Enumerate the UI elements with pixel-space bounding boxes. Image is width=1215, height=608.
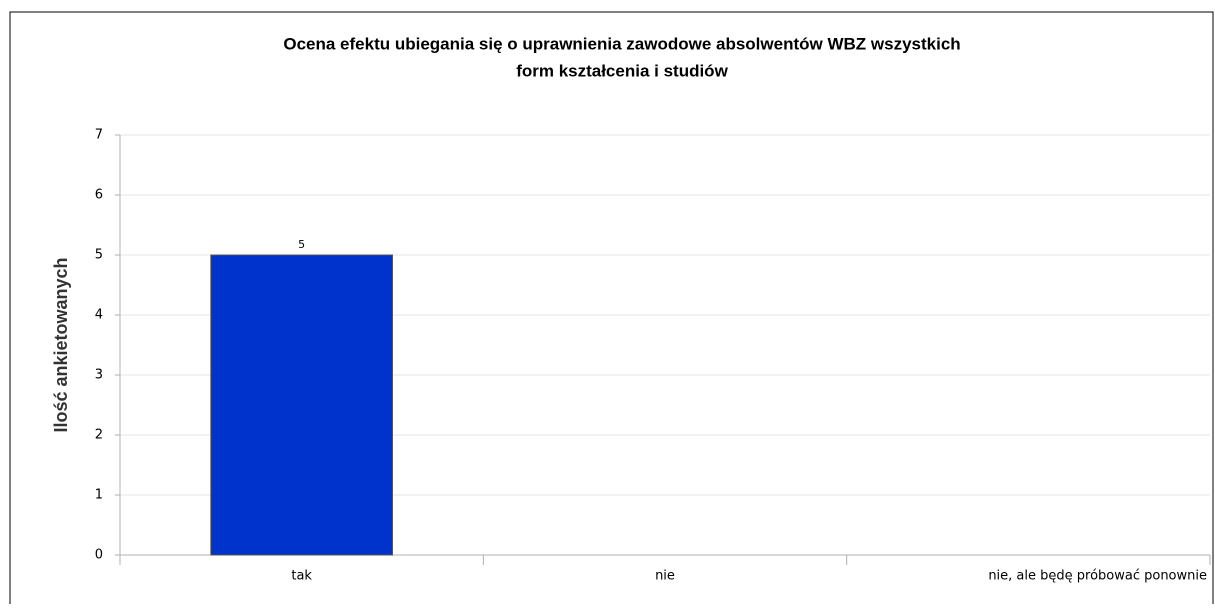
y-tick-label: 7 (95, 128, 103, 143)
y-tick-label: 2 (95, 428, 103, 443)
chart-title: Ocena efektu ubiegania się o uprawnienia… (283, 34, 960, 53)
y-tick-label: 0 (95, 548, 103, 563)
chart-title: form kształcenia i studiów (516, 61, 728, 80)
y-axis-label: Ilość ankietowanych (51, 257, 71, 432)
x-tick-label: nie, ale będę próbować ponownie (988, 569, 1207, 584)
y-tick-label: 3 (95, 368, 103, 383)
y-tick-label: 1 (95, 488, 103, 503)
x-tick-label: tak (291, 569, 312, 584)
y-tick-label: 4 (95, 308, 103, 323)
data-label: 5 (298, 238, 305, 251)
bar (210, 254, 393, 556)
chart-frame (9, 11, 1214, 608)
y-tick-label: 6 (95, 188, 103, 203)
y-tick-label: 5 (95, 248, 103, 263)
x-tick-label: nie (655, 569, 675, 584)
